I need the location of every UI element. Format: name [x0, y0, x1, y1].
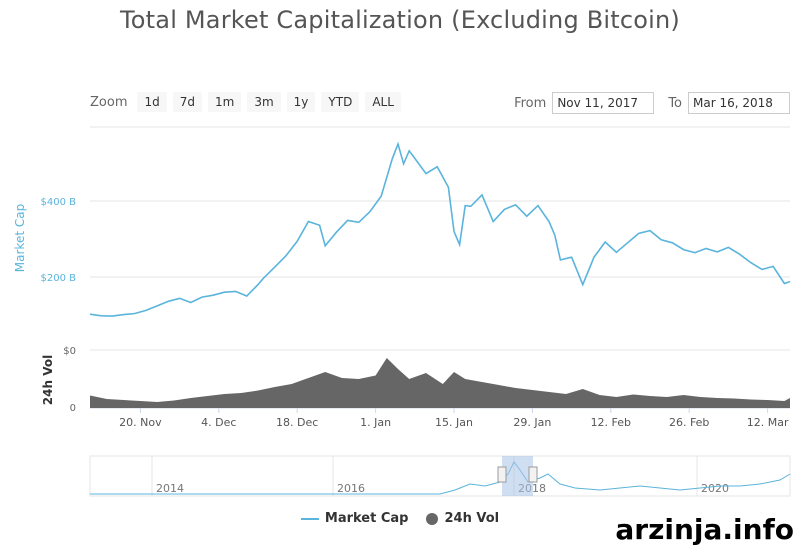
navigator-right-handle[interactable]: [528, 466, 538, 483]
volume-ytick-bottom: 0: [70, 403, 76, 414]
to-date-input[interactable]: [688, 92, 790, 114]
navigator-tick-2016: 2016: [337, 482, 365, 495]
navigator-frame: [89, 455, 791, 497]
line-swatch-icon: [300, 517, 319, 520]
zoom-7d-button[interactable]: 7d: [172, 92, 203, 112]
x-tick-label: 1. Jan: [360, 416, 391, 429]
navigator-selection-mask[interactable]: [502, 456, 533, 496]
zoom-3m-button[interactable]: 3m: [247, 92, 281, 112]
watermark-logo: arzinja.info: [615, 513, 794, 546]
legend-label-market-cap: Market Cap: [324, 511, 409, 526]
x-tick-label: 26. Feb: [669, 416, 709, 429]
zoom-label: Zoom: [90, 94, 128, 110]
volume-ytick-top: $0: [63, 346, 76, 357]
navigator-tick-2020: 2020: [701, 482, 729, 495]
legend-item-volume[interactable]: 24h Vol: [426, 511, 499, 526]
volume-axis-title: 24h Vol: [41, 355, 55, 405]
x-tick-label: 4. Dec: [201, 416, 236, 429]
zoom-1m-button[interactable]: 1m: [208, 92, 242, 112]
zoom-bar: Zoom 1d 7d 1m 3m 1y YTD ALL: [90, 92, 401, 112]
x-tick-label: 29. Jan: [513, 416, 551, 429]
legend-label-volume: 24h Vol: [444, 511, 500, 526]
x-tick-label: 20. Nov: [119, 416, 162, 429]
ytick-label-400: $400 B: [41, 197, 77, 208]
from-label: From: [514, 95, 547, 111]
circle-swatch-icon: [426, 512, 439, 525]
navigator-series-line: [90, 461, 791, 495]
navigator-left-handle[interactable]: [497, 466, 507, 483]
x-tick-label: 15. Jan: [435, 416, 473, 429]
ytick-label-200: $200 B: [41, 273, 77, 284]
market-cap-line: [89, 141, 791, 317]
zoom-all-button[interactable]: ALL: [365, 92, 401, 112]
zoom-1d-button[interactable]: 1d: [137, 92, 167, 112]
y-axis-title: Market Cap: [13, 204, 27, 272]
date-range: From To: [514, 92, 790, 114]
zoom-1y-button[interactable]: 1y: [286, 92, 316, 112]
to-label: To: [668, 95, 682, 111]
zoom-ytd-button[interactable]: YTD: [321, 92, 360, 112]
chart-title: Total Market Capitalization (Excluding B…: [120, 6, 680, 34]
x-tick-label: 12. Feb: [591, 416, 631, 429]
navigator-tick-2014: 2014: [156, 482, 184, 495]
x-tick-label: 12. Mar: [747, 416, 789, 429]
x-tick-label: 18. Dec: [276, 416, 318, 429]
legend-item-market-cap[interactable]: Market Cap: [300, 511, 409, 526]
volume-area: [90, 358, 790, 408]
from-date-input[interactable]: [552, 92, 655, 114]
legend: Market Cap 24h Vol: [0, 511, 800, 526]
